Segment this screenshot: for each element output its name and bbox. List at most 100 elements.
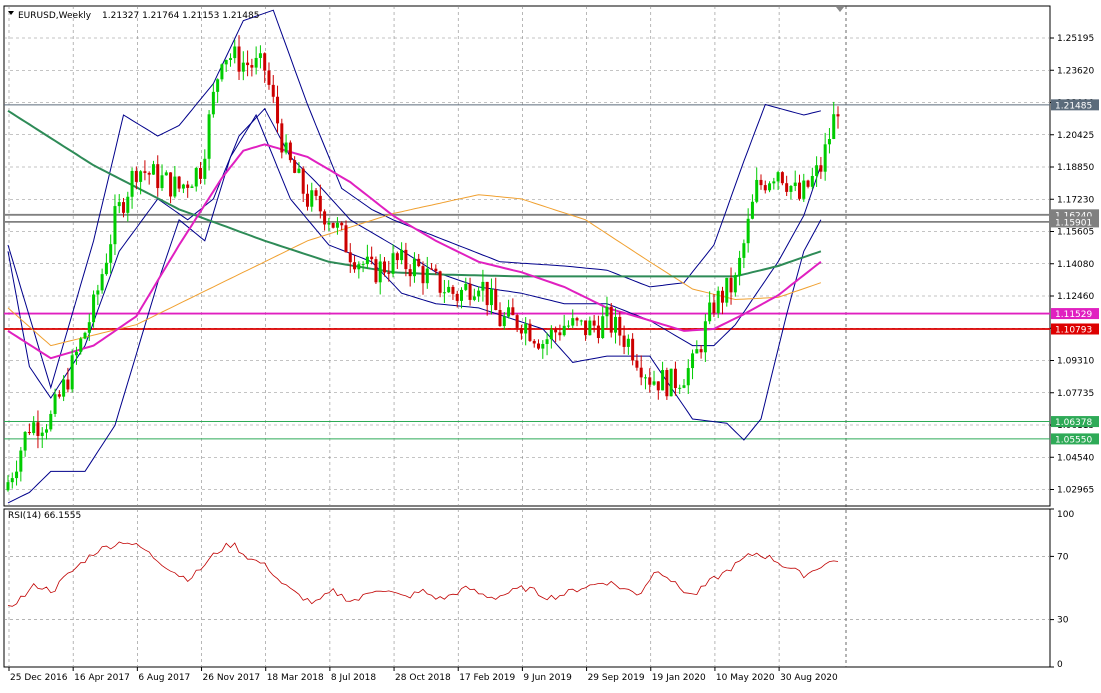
candle-body xyxy=(554,329,558,333)
candle-body xyxy=(596,325,600,339)
candle-body xyxy=(220,64,224,80)
candle-body xyxy=(417,258,421,267)
candle-body xyxy=(207,114,211,159)
candle-body xyxy=(6,482,10,491)
dropdown-triangle-icon[interactable] xyxy=(8,11,14,15)
candle-body xyxy=(27,431,31,434)
candle-body xyxy=(83,332,87,339)
x-tick-label: 8 Jul 2018 xyxy=(331,673,376,683)
candle-body xyxy=(314,190,318,196)
candle-body xyxy=(62,379,66,397)
candle-body xyxy=(117,202,121,207)
candle-body xyxy=(823,144,827,172)
shift-marker-icon[interactable] xyxy=(836,7,844,12)
candle-body xyxy=(361,264,365,266)
candle-body xyxy=(186,184,190,188)
candle-body xyxy=(716,290,720,314)
price-tag-bg xyxy=(1051,416,1099,428)
candle-body xyxy=(682,385,686,388)
candle-body xyxy=(511,307,515,316)
candle-body xyxy=(729,277,733,293)
candle-body xyxy=(391,253,395,274)
candle-body xyxy=(665,370,669,397)
candle-body xyxy=(819,165,823,172)
candle-body xyxy=(468,283,472,300)
candle-body xyxy=(370,256,374,260)
candle-body xyxy=(507,307,511,317)
candle-body xyxy=(113,206,117,245)
candle-body xyxy=(733,275,737,293)
candle-body xyxy=(481,281,485,291)
y-tick-label: 1.15605 xyxy=(1057,228,1094,238)
moving-average-magenta-line xyxy=(7,143,822,360)
candle-body xyxy=(631,338,635,361)
candle-body xyxy=(643,377,647,379)
candle-body xyxy=(395,253,399,261)
candle-body xyxy=(678,387,682,389)
candle-body xyxy=(87,322,91,333)
candle-body xyxy=(374,259,378,283)
candle-body xyxy=(528,323,532,341)
candle-body xyxy=(712,302,716,314)
x-tick-label: 29 Sep 2019 xyxy=(588,673,645,683)
candle-body xyxy=(836,114,840,117)
price-tag-bg xyxy=(1051,433,1099,445)
candle-body xyxy=(173,176,177,197)
candle-body xyxy=(588,320,592,336)
x-tick-label: 19 Jan 2020 xyxy=(652,673,706,683)
candle-body xyxy=(832,114,836,140)
x-tick-label: 16 Apr 2017 xyxy=(74,673,130,683)
candle-body xyxy=(772,181,776,184)
candle-body xyxy=(228,58,232,60)
candle-body xyxy=(151,164,155,175)
price-tag-label: 1.15901 xyxy=(1055,218,1092,228)
candle-body xyxy=(575,318,579,321)
candle-body xyxy=(344,225,348,253)
bollinger-lower-line xyxy=(7,113,822,504)
candle-body xyxy=(139,171,143,182)
candle-body xyxy=(686,368,690,386)
candle-body xyxy=(460,289,464,301)
candle-body xyxy=(793,182,797,186)
candle-body xyxy=(246,62,250,66)
candle-body xyxy=(45,429,49,433)
candle-body xyxy=(451,286,455,294)
rsi-tick-label: 100 xyxy=(1057,510,1074,520)
candle-body xyxy=(605,306,609,317)
candle-body xyxy=(335,222,339,228)
price-tag-bg xyxy=(1051,209,1099,221)
candle-body xyxy=(357,264,361,270)
symbol-label: EURUSD,Weekly xyxy=(18,11,92,21)
candle-body xyxy=(738,257,742,276)
y-tick-label: 1.18850 xyxy=(1057,163,1094,173)
candle-body xyxy=(408,269,412,277)
candle-body xyxy=(691,353,695,369)
candle-body xyxy=(66,379,70,390)
candle-body xyxy=(70,355,74,390)
candle-body xyxy=(323,211,327,225)
candle-body xyxy=(622,335,626,347)
x-tick-label: 9 Jun 2019 xyxy=(523,673,572,683)
candle-body xyxy=(181,184,185,189)
candle-body xyxy=(438,271,442,293)
candle-body xyxy=(656,381,660,391)
candle-body xyxy=(92,294,96,323)
candle-body xyxy=(725,277,729,303)
price-tag-bg xyxy=(1051,308,1099,320)
candle-body xyxy=(122,202,126,213)
candle-body xyxy=(53,394,57,414)
candle-body xyxy=(74,351,78,356)
candle-body xyxy=(199,167,203,179)
candle-body xyxy=(276,96,280,124)
candle-body xyxy=(806,180,810,187)
candle-body xyxy=(353,262,357,270)
candle-body xyxy=(626,338,630,347)
candle-body xyxy=(19,450,23,472)
candle-body xyxy=(669,368,673,397)
candle-body xyxy=(558,332,562,336)
candle-body xyxy=(699,349,703,353)
candle-body xyxy=(455,293,459,301)
candle-body xyxy=(10,478,14,483)
candle-body xyxy=(143,171,147,173)
